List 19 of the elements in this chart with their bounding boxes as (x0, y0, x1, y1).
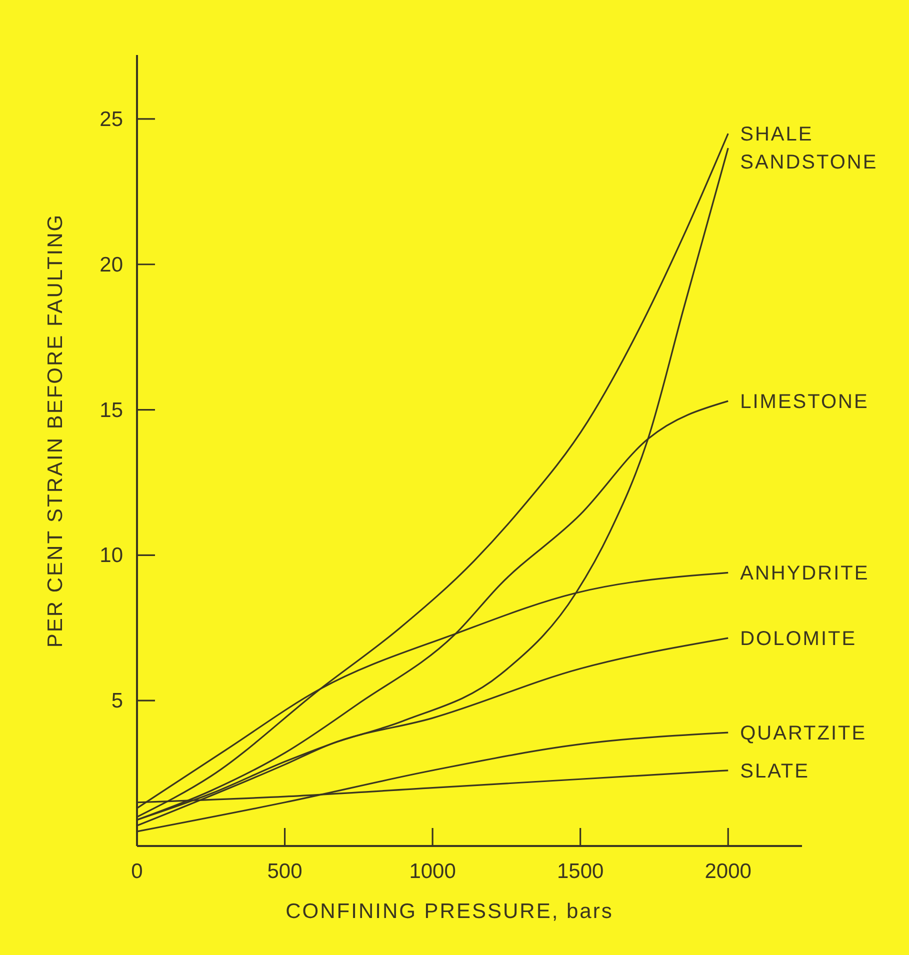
x-tick-label: 1000 (409, 860, 456, 883)
series-label: LIMESTONE (740, 391, 869, 414)
y-tick-label: 10 (100, 544, 123, 568)
series-label: SANDSTONE (740, 152, 878, 174)
series-label: SHALE (740, 124, 814, 146)
x-tick-label: 500 (267, 860, 302, 883)
x-tick-label: 1500 (556, 860, 604, 883)
series-label: DOLOMITE (740, 628, 857, 650)
series-label: ANHYDRITE (740, 562, 870, 585)
y-tick-label: 5 (111, 690, 123, 713)
x-axis-title: CONFINING PRESSURE, bars (286, 900, 614, 923)
series-label: SLATE (740, 760, 810, 782)
x-tick-label: 0 (131, 860, 143, 883)
series-label: QUARTZITE (740, 722, 867, 745)
y-tick-label: 25 (100, 108, 123, 131)
x-tick-label: 2000 (704, 860, 752, 883)
y-axis-title: PER CENT STRAIN BEFORE FAULTING (44, 213, 67, 648)
y-tick-label: 20 (100, 253, 123, 276)
y-tick-label: 15 (100, 398, 123, 422)
